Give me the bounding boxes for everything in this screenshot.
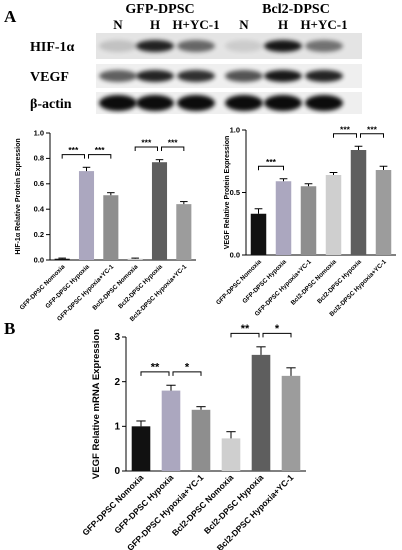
blot-band: [264, 70, 302, 82]
bar: [151, 162, 168, 260]
y-tick-label: 3: [114, 332, 120, 343]
blot-row-label: HIF-1α: [30, 40, 75, 55]
panel-label: A: [4, 7, 17, 26]
significance-bracket: [140, 371, 170, 376]
blot-group-label: GFP-DPSC: [125, 2, 194, 17]
bar: [191, 409, 211, 471]
blot-band: [225, 70, 263, 82]
bar: [54, 258, 70, 260]
y-tick-label: 0.8: [34, 154, 44, 163]
y-axis-label: VEGF Relative mRNA Expression: [91, 329, 102, 479]
y-tick-label: 0.5: [230, 188, 240, 197]
bar: [78, 171, 95, 260]
bar: [350, 150, 367, 255]
blot-row-label: VEGF: [30, 70, 69, 85]
blot-band: [264, 95, 302, 111]
blot-lane-label: H: [278, 17, 288, 32]
bar: [251, 354, 271, 471]
blot-band: [264, 40, 302, 52]
bar: [127, 258, 143, 260]
y-tick-label: 1.0: [34, 128, 44, 137]
blot-lane-label: N: [239, 17, 249, 32]
significance-label: ***: [141, 137, 152, 147]
y-tick-label: 0.0: [34, 255, 44, 264]
significance-label: ***: [168, 137, 179, 147]
x-tick-label: Bcl2-DPSC Nomoxia: [290, 258, 339, 307]
blot-band: [305, 70, 343, 82]
blot-band: [99, 70, 137, 82]
x-tick-label: Bcl2-DPSC Hypoxia: [117, 263, 164, 310]
bar: [250, 213, 267, 255]
significance-bracket: [262, 332, 292, 338]
blot-band: [177, 70, 215, 82]
blot-lane-label: H+YC-1: [172, 17, 219, 32]
significance-label: ***: [95, 145, 106, 155]
bar: [103, 195, 119, 260]
x-tick-label: GFP-DPSC Nomoxia: [19, 263, 67, 311]
significance-bracket: [161, 146, 185, 151]
significance-bracket: [258, 165, 284, 171]
y-tick-label: 1: [114, 421, 120, 432]
significance-bracket: [172, 371, 202, 376]
bar: [221, 438, 241, 471]
y-tick-label: 0: [114, 466, 120, 477]
significance-label: *: [275, 323, 280, 335]
blot-band: [225, 95, 263, 111]
significance-label: **: [151, 361, 160, 373]
blot-band: [136, 40, 174, 52]
blot-group-label: Bcl2-DPSC: [262, 2, 330, 17]
blot-row-label: β-actin: [30, 97, 72, 112]
panel-label: B: [4, 319, 15, 338]
x-tick-label: Bcl2-DPSC Hypoxia: [316, 258, 363, 305]
blot-band: [225, 40, 263, 52]
significance-label: ***: [68, 145, 79, 155]
y-tick-label: 0.6: [34, 179, 44, 188]
blot-band: [99, 40, 137, 52]
x-tick-label: GFP-DPSC Hypoxia: [241, 258, 288, 305]
bar: [375, 170, 392, 255]
significance-label: ***: [367, 124, 378, 134]
bar: [325, 175, 342, 255]
y-axis-label: VEGF Relative Protein Expression: [224, 136, 231, 250]
significance-bracket: [61, 154, 85, 159]
blot-lane-label: H+YC-1: [300, 17, 347, 32]
bar: [281, 375, 301, 471]
y-tick-label: 0.2: [34, 230, 44, 239]
significance-label: ***: [340, 124, 351, 134]
x-tick-label: GFP-DPSC Nomoxia: [215, 258, 263, 306]
blot-band: [177, 40, 215, 52]
bar: [275, 181, 292, 255]
y-tick-label: 0.4: [34, 204, 45, 213]
bar: [300, 186, 317, 255]
blot-lane-label: N: [113, 17, 123, 32]
blot-band: [136, 95, 174, 111]
blot-band: [177, 95, 215, 111]
y-tick-label: 1.0: [230, 125, 240, 134]
y-axis-label: HIF-1α Relative Protein Expression: [15, 138, 22, 254]
blot-lane-label: H: [150, 17, 160, 32]
significance-bracket: [88, 154, 112, 159]
significance-bracket: [360, 133, 384, 138]
x-tick-label: GFP-DPSC Hypoxia: [44, 263, 91, 310]
y-tick-label: 0.0: [230, 250, 240, 259]
y-tick-label: 2: [114, 377, 120, 388]
significance-label: ***: [266, 157, 277, 167]
x-tick-label: Bcl2-DPSC Nomoxia: [91, 263, 140, 312]
blot-band: [305, 40, 343, 52]
significance-bracket: [333, 133, 357, 138]
bar: [176, 204, 192, 260]
significance-label: **: [241, 323, 250, 335]
significance-bracket: [230, 332, 260, 338]
bar: [131, 426, 151, 471]
significance-bracket: [134, 146, 158, 151]
significance-label: *: [185, 361, 190, 373]
blot-band: [305, 95, 343, 111]
blot-band: [99, 95, 137, 111]
bar: [161, 390, 181, 471]
blot-band: [136, 70, 174, 82]
